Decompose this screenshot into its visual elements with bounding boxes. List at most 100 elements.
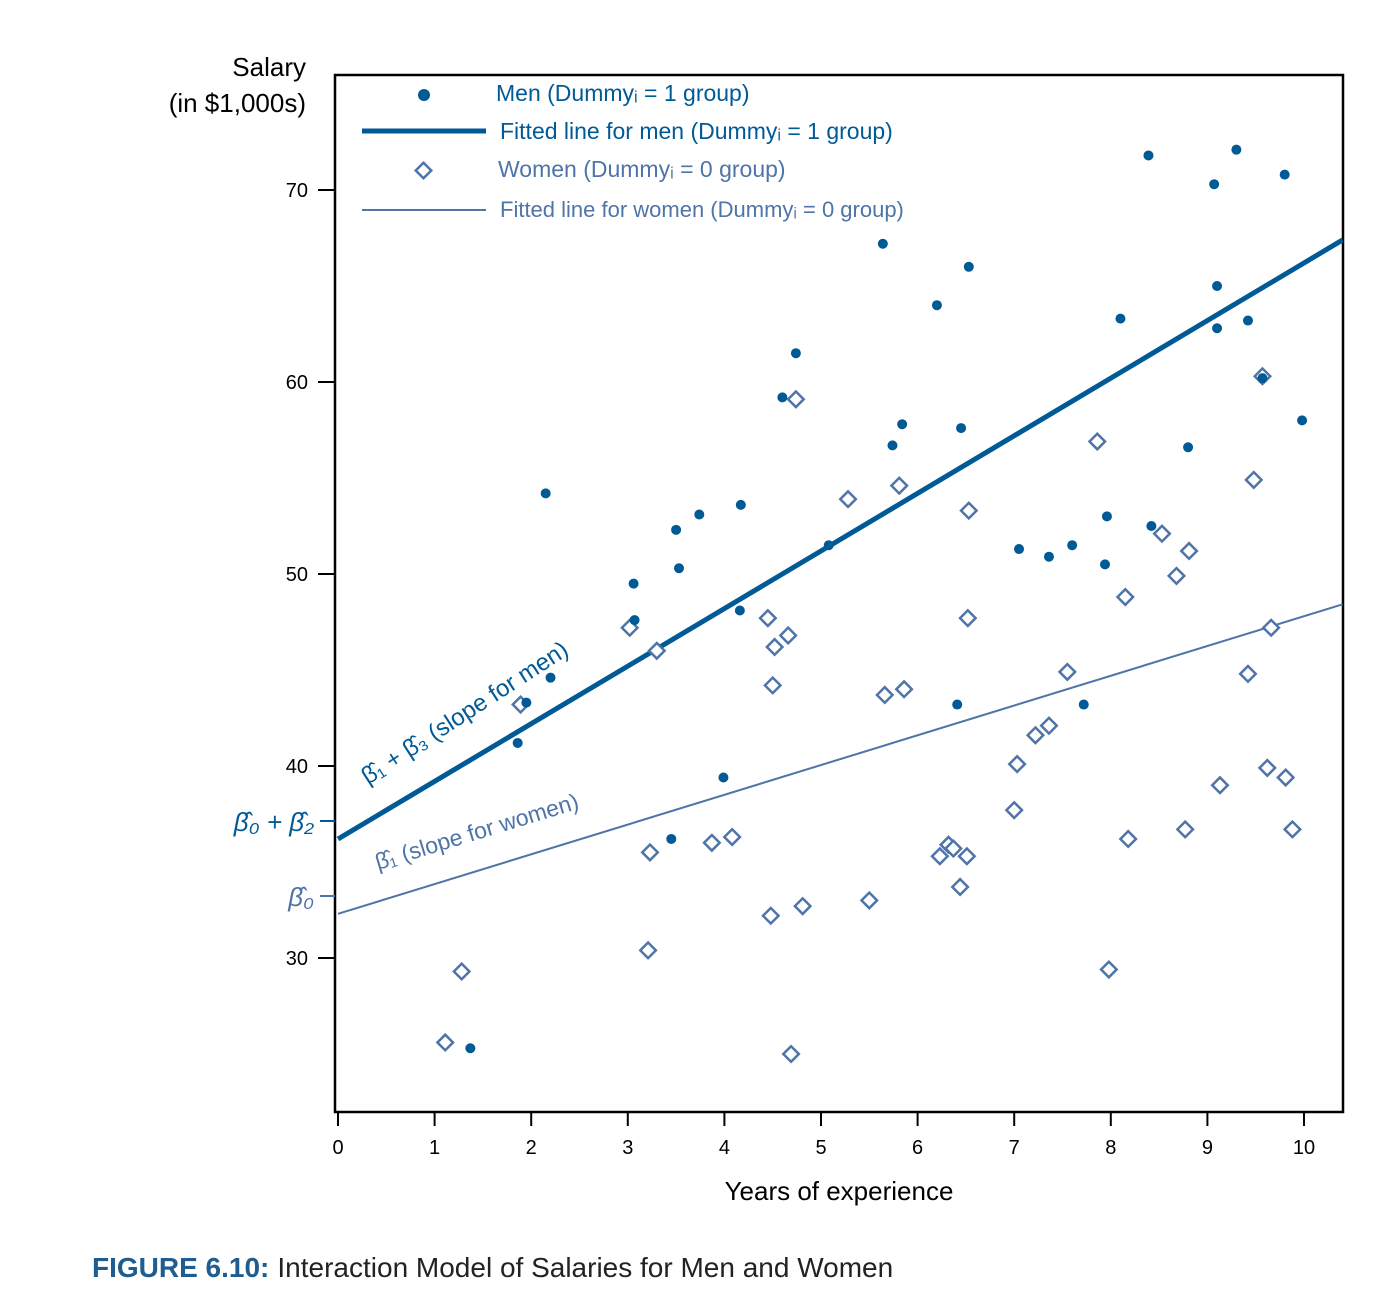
women-data-point bbox=[859, 890, 879, 910]
women-data-point bbox=[640, 842, 660, 862]
women-data-point bbox=[894, 679, 914, 699]
men-data-point bbox=[1100, 559, 1111, 570]
women-data-point bbox=[1057, 662, 1077, 682]
men-data-point bbox=[931, 300, 942, 311]
men-data-point bbox=[465, 1043, 476, 1054]
women-data-point bbox=[930, 846, 950, 866]
x-axis-label: Years of experience bbox=[725, 1176, 954, 1206]
women-data-point bbox=[702, 833, 722, 853]
men-data-point bbox=[1183, 442, 1194, 453]
x-tick-label: 3 bbox=[622, 1137, 633, 1159]
women-data-point bbox=[781, 1044, 801, 1064]
men-data-point bbox=[1279, 169, 1290, 180]
women-data-point bbox=[452, 961, 472, 981]
men-points bbox=[465, 144, 1308, 1054]
men-data-point bbox=[897, 419, 908, 430]
women-fitted-line bbox=[337, 603, 1343, 915]
women-data-point bbox=[889, 476, 909, 496]
women-data-point bbox=[1261, 618, 1281, 638]
women-data-point bbox=[435, 1032, 455, 1053]
intercept-women-marker: β̂₀ bbox=[287, 882, 335, 912]
women-points bbox=[435, 366, 1302, 1064]
men-data-point bbox=[877, 238, 888, 249]
y-axis-label-line1: Salary bbox=[232, 52, 306, 82]
legend-women-label: Women (Dummyᵢ = 0 group) bbox=[498, 156, 786, 182]
x-tick-label: 1 bbox=[429, 1137, 440, 1159]
men-data-point bbox=[1014, 544, 1025, 555]
women-data-point bbox=[638, 940, 658, 960]
x-tick-label: 8 bbox=[1105, 1137, 1116, 1159]
figure-title: Interaction Model of Salaries for Men an… bbox=[277, 1252, 894, 1283]
plot-frame bbox=[333, 73, 1345, 1114]
women-data-point bbox=[1179, 541, 1199, 561]
x-axis: 0 1 2 3 4 5 6 7 8 9 10 bbox=[332, 1112, 1315, 1159]
women-data-point bbox=[763, 675, 783, 695]
intercept-men-label: β̂₀ + β̂₂ bbox=[233, 807, 314, 837]
women-data-point bbox=[1244, 470, 1264, 490]
men-data-point bbox=[1257, 373, 1268, 384]
men-fitted-line bbox=[336, 237, 1343, 842]
men-data-point bbox=[1231, 144, 1242, 155]
men-data-point bbox=[628, 578, 639, 589]
men-data-point bbox=[1242, 315, 1253, 326]
figure-number: FIGURE 6.10: bbox=[92, 1252, 270, 1283]
x-tick-label: 10 bbox=[1293, 1137, 1315, 1159]
women-data-point bbox=[1276, 767, 1296, 788]
women-data-point bbox=[943, 839, 963, 859]
men-data-point bbox=[735, 499, 746, 510]
women-data-point bbox=[1152, 524, 1172, 544]
women-data-point bbox=[647, 641, 667, 661]
women-data-point bbox=[778, 625, 798, 645]
x-tick-label: 2 bbox=[526, 1137, 537, 1159]
figure-caption: FIGURE 6.10: Interaction Model of Salarie… bbox=[92, 1252, 893, 1284]
women-data-point bbox=[1004, 800, 1024, 820]
women-data-point bbox=[758, 608, 778, 628]
intercept-women-label: β̂₀ bbox=[287, 882, 314, 912]
women-data-point bbox=[1166, 566, 1187, 586]
y-axis: 30 40 50 60 70 bbox=[286, 180, 335, 970]
legend-men-marker bbox=[418, 89, 430, 101]
men-data-point bbox=[1067, 540, 1078, 551]
y-tick-label: 50 bbox=[286, 564, 308, 586]
men-data-point bbox=[1043, 551, 1054, 562]
men-data-point bbox=[1146, 521, 1157, 531]
x-tick-label: 9 bbox=[1202, 1137, 1213, 1159]
women-data-point bbox=[957, 846, 977, 866]
women-data-point bbox=[1039, 716, 1059, 736]
women-data-point bbox=[1238, 664, 1258, 684]
women-data-point bbox=[838, 489, 858, 509]
women-data-point bbox=[1087, 431, 1107, 452]
women-data-point bbox=[959, 501, 979, 521]
men-data-point bbox=[790, 348, 801, 359]
legend: Men (Dummyᵢ = 1 group) Fitted line for m… bbox=[362, 80, 904, 222]
women-data-point bbox=[1118, 829, 1138, 849]
chart: 0 1 2 3 4 5 6 7 8 9 10 30 40 50 60 70 Salary (in $1,00… bbox=[169, 52, 1345, 1206]
men-data-point bbox=[887, 440, 898, 451]
fitted-lines bbox=[336, 237, 1343, 915]
men-data-point bbox=[540, 488, 551, 499]
men-data-point bbox=[952, 699, 963, 710]
x-tick-label: 6 bbox=[912, 1137, 923, 1159]
men-data-point bbox=[694, 509, 705, 520]
x-tick-label: 5 bbox=[815, 1137, 826, 1159]
men-data-point bbox=[734, 605, 745, 616]
intercept-men-marker: β̂₀ + β̂₂ bbox=[233, 807, 335, 837]
men-data-point bbox=[1101, 511, 1112, 522]
women-data-point bbox=[1282, 819, 1302, 839]
men-data-point bbox=[673, 563, 684, 574]
women-data-point bbox=[958, 608, 978, 628]
men-data-point bbox=[1212, 281, 1223, 291]
y-axis-label-line2: (in $1,000s) bbox=[169, 88, 306, 118]
men-data-point bbox=[1115, 313, 1126, 324]
y-tick-label: 30 bbox=[286, 948, 308, 970]
men-data-point bbox=[718, 772, 729, 783]
women-data-point bbox=[793, 896, 813, 916]
men-data-point bbox=[1143, 150, 1154, 161]
men-data-point bbox=[545, 672, 556, 683]
men-data-point bbox=[823, 540, 834, 551]
legend-men-fit-label: Fitted line for men (Dummyᵢ = 1 group) bbox=[500, 118, 893, 144]
women-data-point bbox=[1210, 775, 1230, 795]
women-data-point bbox=[875, 685, 895, 705]
women-data-point bbox=[1025, 725, 1045, 745]
y-tick-label: 70 bbox=[286, 180, 308, 202]
